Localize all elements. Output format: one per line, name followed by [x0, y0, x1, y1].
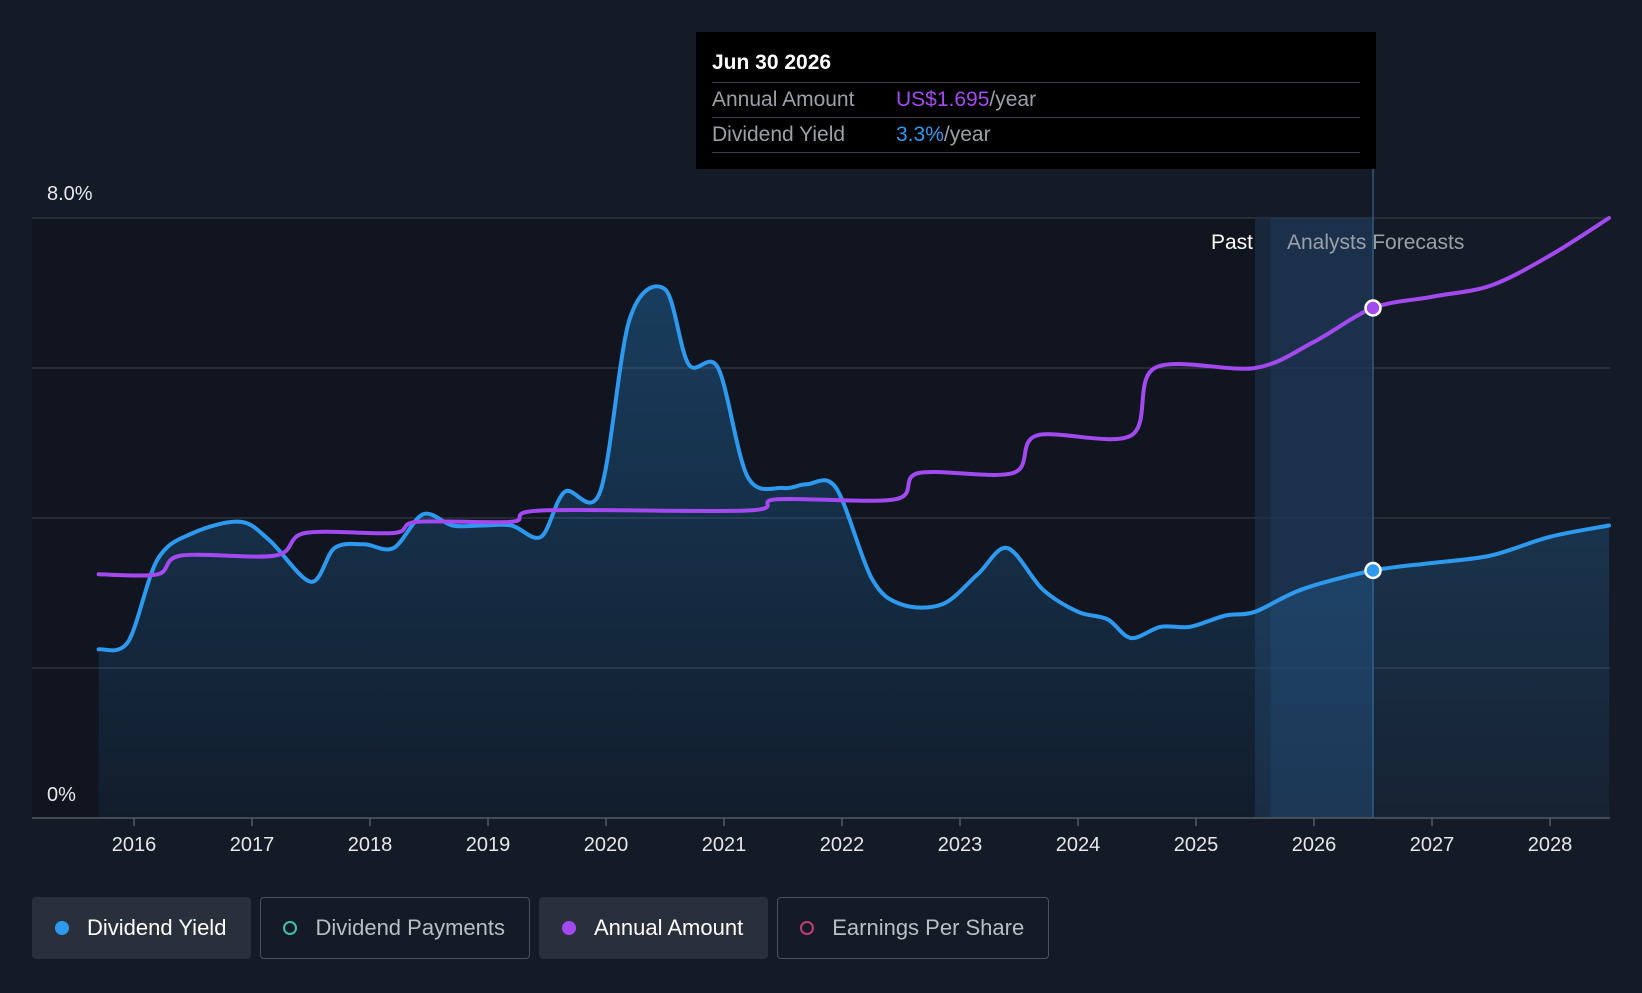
y-axis-min-label: 0%	[47, 784, 76, 806]
x-tick-label: 2027	[1410, 834, 1455, 856]
tooltip-label: Dividend Yield	[712, 123, 846, 146]
x-tick-label: 2019	[466, 834, 511, 856]
legend-dividend-payments[interactable]: Dividend Payments	[260, 897, 530, 959]
legend-label: Earnings Per Share	[832, 915, 1025, 940]
x-tick-label: 2018	[348, 834, 393, 856]
legend: Dividend Yield Dividend Payments Annual …	[32, 897, 1058, 961]
tooltip-unit: /year	[943, 123, 991, 146]
legend-dot-icon	[561, 921, 576, 935]
x-tick-label: 2023	[938, 834, 983, 856]
legend-dot-icon	[283, 921, 298, 935]
tooltip-value: 3.3%	[896, 123, 944, 146]
legend-dot-icon	[800, 921, 815, 935]
annual-amount-marker	[1364, 299, 1382, 317]
legend-dividend-yield[interactable]: Dividend Yield	[32, 897, 252, 959]
tooltip-row-annual-amount: Annual Amount US$1.695 /year	[712, 82, 1360, 117]
legend-label: Dividend Payments	[315, 915, 505, 940]
tooltip-value: US$1.695	[896, 88, 990, 111]
legend-dot-icon	[55, 921, 69, 935]
legend-annual-amount[interactable]: Annual Amount	[538, 897, 769, 959]
analysts-forecasts-label: Analysts Forecasts	[1287, 231, 1464, 254]
dividend-yield-line	[96, 284, 1611, 653]
x-tick-label: 2024	[1056, 834, 1101, 856]
x-axis: 2016 2017 2018 2019 2020 2021 2022 2023 2024 2025…	[32, 817, 1610, 856]
x-tick-label: 2026	[1292, 834, 1337, 856]
dividend-yield-area	[98, 286, 1610, 818]
legend-earnings-per-share[interactable]: Earnings Per Share	[777, 897, 1050, 959]
x-tick-label: 2025	[1174, 834, 1219, 856]
x-tick-label: 2028	[1528, 834, 1573, 856]
x-tick-label: 2017	[230, 834, 275, 856]
x-tick-label: 2016	[112, 834, 157, 856]
legend-label: Annual Amount	[593, 915, 744, 940]
y-axis-max-label: 8.0%	[47, 183, 93, 205]
tooltip-date: Jun 30 2026	[712, 51, 832, 74]
past-label: Past	[1211, 231, 1253, 254]
legend-label: Dividend Yield	[87, 915, 227, 940]
tooltip: Jun 30 2026 Annual Amount US$1.695 /year…	[696, 32, 1376, 169]
tooltip-row-dividend-yield: Dividend Yield 3.3% /year	[712, 117, 1360, 153]
x-tick-label: 2020	[584, 834, 629, 856]
axis-labels: 8.0% 0% Past Analysts Forecasts	[47, 183, 1464, 806]
tooltip-unit: /year	[989, 88, 1037, 111]
series-layer	[96, 216, 1611, 818]
x-tick-label: 2021	[702, 834, 747, 856]
x-tick-label: 2022	[820, 834, 865, 856]
tooltip-label: Annual Amount	[712, 88, 855, 111]
annual-amount-line	[96, 216, 1611, 578]
hover-markers	[1364, 299, 1382, 580]
dividend-yield-marker	[1364, 561, 1382, 580]
